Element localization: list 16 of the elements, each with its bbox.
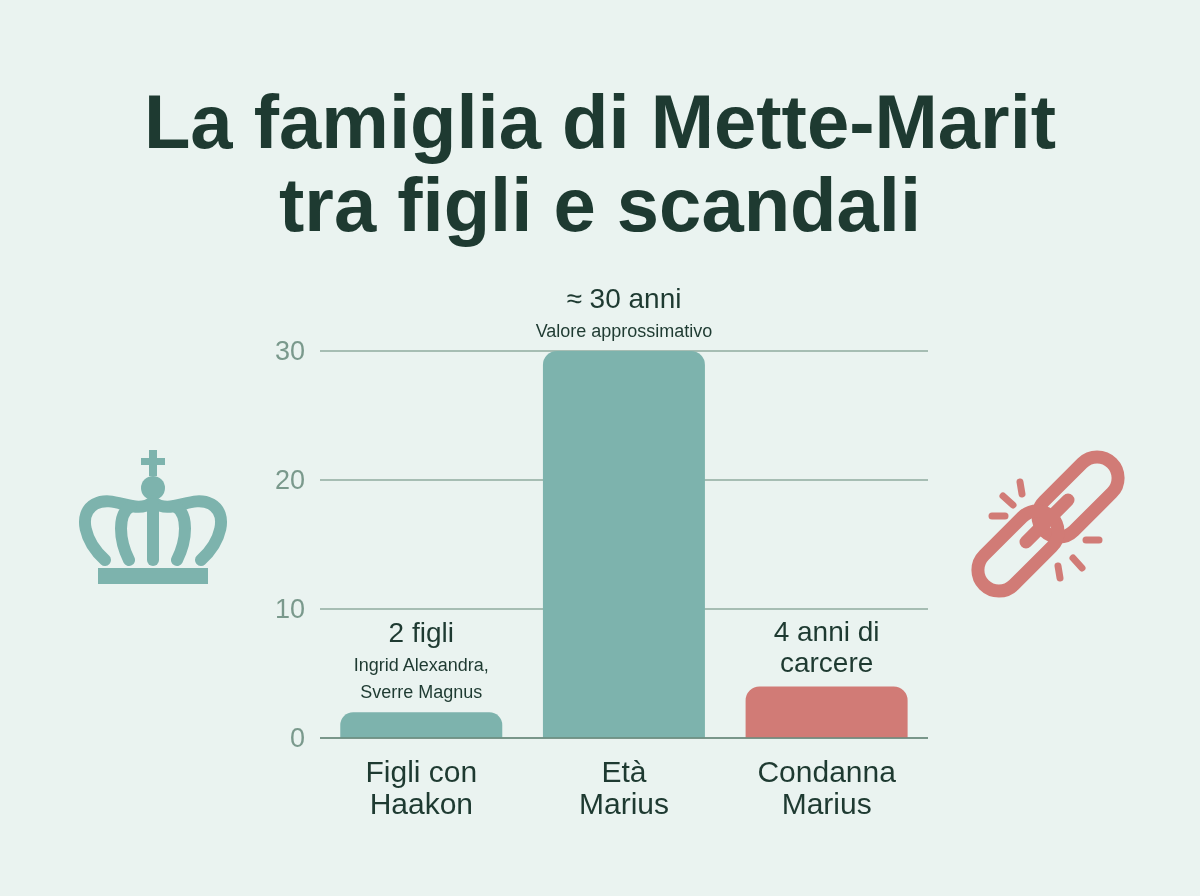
data-label: ≈ 30 anni — [566, 283, 682, 314]
y-tick-label: 20 — [274, 465, 305, 496]
bar — [745, 686, 908, 738]
bar — [340, 712, 503, 738]
bar — [542, 351, 705, 738]
x-tick-label: Età Marius — [578, 755, 670, 820]
y-tick-label: 30 — [274, 336, 305, 367]
chart-title: La famiglia di Mette-Marit tra figli e scandali — [142, 79, 1058, 247]
annotation: Ingrid Alexandra, Sverre Magnus — [353, 655, 489, 703]
x-tick-label: Condanna Marius — [757, 755, 897, 820]
data-label: 2 figli — [388, 617, 454, 649]
data-label: 4 anni di carcere — [773, 616, 880, 679]
y-tick-label: 0 — [289, 723, 305, 754]
annotation: Valore approssimativo — [535, 321, 713, 341]
y-tick-label: 10 — [274, 594, 305, 625]
x-tick-label: Figli con Haakon — [365, 755, 478, 820]
